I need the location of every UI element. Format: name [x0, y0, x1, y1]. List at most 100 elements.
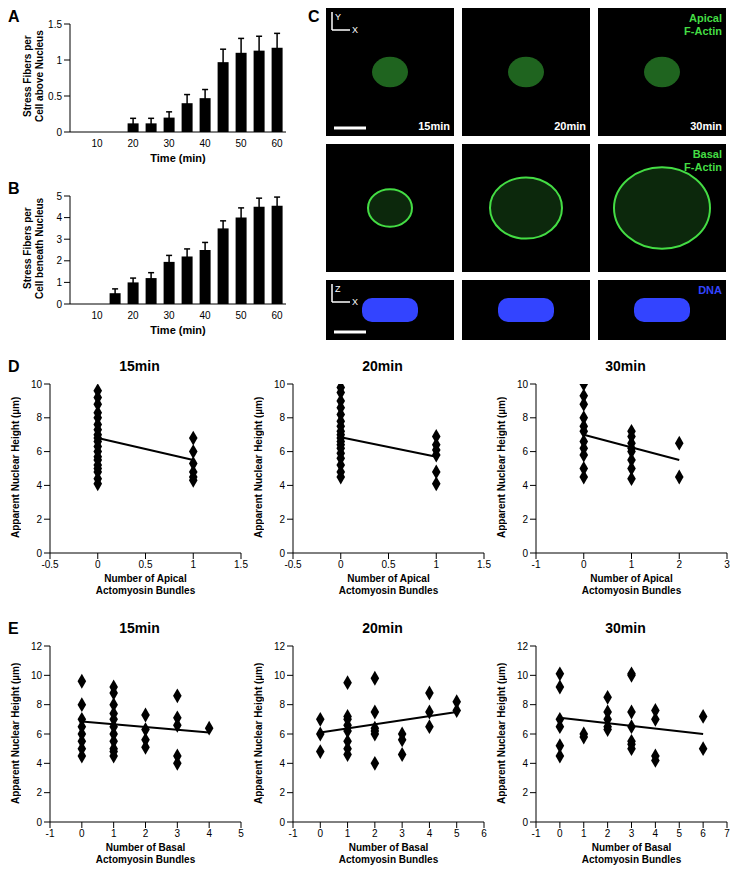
svg-text:40: 40 [199, 138, 211, 149]
svg-text:8: 8 [279, 412, 285, 423]
svg-text:Z: Z [335, 284, 341, 294]
svg-text:2: 2 [279, 787, 285, 798]
svg-text:X: X [352, 25, 358, 35]
svg-text:5: 5 [454, 828, 460, 839]
svg-text:1.5: 1.5 [234, 559, 248, 570]
svg-text:30: 30 [163, 310, 175, 321]
svg-text:0.5: 0.5 [48, 91, 62, 102]
svg-text:1: 1 [433, 559, 439, 570]
svg-text:6: 6 [279, 729, 285, 740]
svg-text:2: 2 [56, 255, 62, 266]
svg-text:1: 1 [56, 55, 62, 66]
svg-text:10: 10 [91, 138, 103, 149]
svg-text:20min: 20min [554, 120, 586, 132]
svg-text:0: 0 [56, 299, 62, 310]
svg-text:-1: -1 [289, 828, 298, 839]
svg-text:0: 0 [522, 548, 528, 559]
svg-text:1: 1 [629, 559, 635, 570]
svg-text:12: 12 [517, 641, 529, 652]
svg-text:1.5: 1.5 [477, 559, 491, 570]
svg-text:15min: 15min [418, 120, 450, 132]
svg-text:10: 10 [517, 670, 529, 681]
svg-text:2: 2 [279, 514, 285, 525]
svg-text:50: 50 [235, 138, 247, 149]
svg-text:6: 6 [481, 828, 487, 839]
svg-text:0: 0 [56, 127, 62, 138]
svg-text:-0.5: -0.5 [284, 559, 302, 570]
svg-text:8: 8 [36, 699, 42, 710]
svg-text:10: 10 [274, 670, 286, 681]
svg-text:10: 10 [31, 379, 43, 390]
svg-text:4: 4 [522, 758, 528, 769]
svg-text:1: 1 [111, 828, 117, 839]
svg-text:2: 2 [372, 828, 378, 839]
svg-text:0: 0 [79, 828, 85, 839]
svg-text:10: 10 [517, 379, 529, 390]
svg-text:30min: 30min [690, 120, 722, 132]
svg-text:6: 6 [279, 446, 285, 457]
svg-text:-1: -1 [46, 828, 55, 839]
svg-text:BasalF-Actin: BasalF-Actin [684, 148, 722, 173]
svg-text:DNA: DNA [698, 284, 722, 296]
svg-text:0: 0 [36, 548, 42, 559]
svg-text:50: 50 [235, 310, 247, 321]
svg-text:1.5: 1.5 [48, 19, 62, 30]
svg-text:-0.5: -0.5 [41, 559, 59, 570]
svg-text:1: 1 [345, 828, 351, 839]
svg-text:2: 2 [522, 514, 528, 525]
svg-text:X: X [352, 297, 358, 307]
svg-text:0.5: 0.5 [382, 559, 396, 570]
svg-text:4: 4 [427, 828, 433, 839]
svg-text:6: 6 [700, 828, 706, 839]
svg-text:6: 6 [522, 446, 528, 457]
svg-text:0: 0 [95, 559, 101, 570]
svg-text:2: 2 [522, 787, 528, 798]
svg-text:8: 8 [279, 699, 285, 710]
svg-text:4: 4 [56, 212, 62, 223]
svg-text:3: 3 [175, 828, 181, 839]
svg-text:4: 4 [36, 758, 42, 769]
svg-text:40: 40 [199, 310, 211, 321]
svg-text:4: 4 [279, 480, 285, 491]
svg-text:0: 0 [557, 828, 563, 839]
svg-text:30: 30 [163, 138, 175, 149]
svg-text:10: 10 [91, 310, 103, 321]
svg-text:60: 60 [271, 310, 283, 321]
svg-text:4: 4 [653, 828, 659, 839]
svg-text:3: 3 [399, 828, 405, 839]
svg-text:4: 4 [522, 480, 528, 491]
svg-text:4: 4 [279, 758, 285, 769]
svg-text:Y: Y [335, 12, 341, 22]
svg-text:0: 0 [279, 817, 285, 828]
svg-text:5: 5 [676, 828, 682, 839]
svg-text:0: 0 [36, 817, 42, 828]
svg-text:3: 3 [629, 828, 635, 839]
svg-text:0: 0 [581, 559, 587, 570]
svg-text:5: 5 [56, 191, 62, 202]
svg-text:6: 6 [36, 446, 42, 457]
svg-text:4: 4 [36, 480, 42, 491]
svg-text:2: 2 [36, 514, 42, 525]
svg-text:8: 8 [36, 412, 42, 423]
svg-text:0.5: 0.5 [139, 559, 153, 570]
svg-text:3: 3 [724, 559, 730, 570]
svg-text:5: 5 [238, 828, 244, 839]
svg-text:8: 8 [522, 699, 528, 710]
svg-text:10: 10 [274, 379, 286, 390]
svg-text:-1: -1 [532, 559, 541, 570]
svg-text:2: 2 [36, 787, 42, 798]
svg-text:12: 12 [31, 641, 43, 652]
svg-text:0: 0 [318, 828, 324, 839]
svg-text:2: 2 [605, 828, 611, 839]
svg-text:3: 3 [56, 234, 62, 245]
svg-text:10: 10 [31, 670, 43, 681]
svg-text:-1: -1 [532, 828, 541, 839]
svg-text:1: 1 [56, 277, 62, 288]
svg-text:6: 6 [36, 729, 42, 740]
svg-text:0: 0 [522, 817, 528, 828]
svg-text:8: 8 [522, 412, 528, 423]
svg-text:4: 4 [206, 828, 212, 839]
svg-text:2: 2 [676, 559, 682, 570]
svg-text:20: 20 [127, 138, 139, 149]
svg-text:6: 6 [522, 729, 528, 740]
